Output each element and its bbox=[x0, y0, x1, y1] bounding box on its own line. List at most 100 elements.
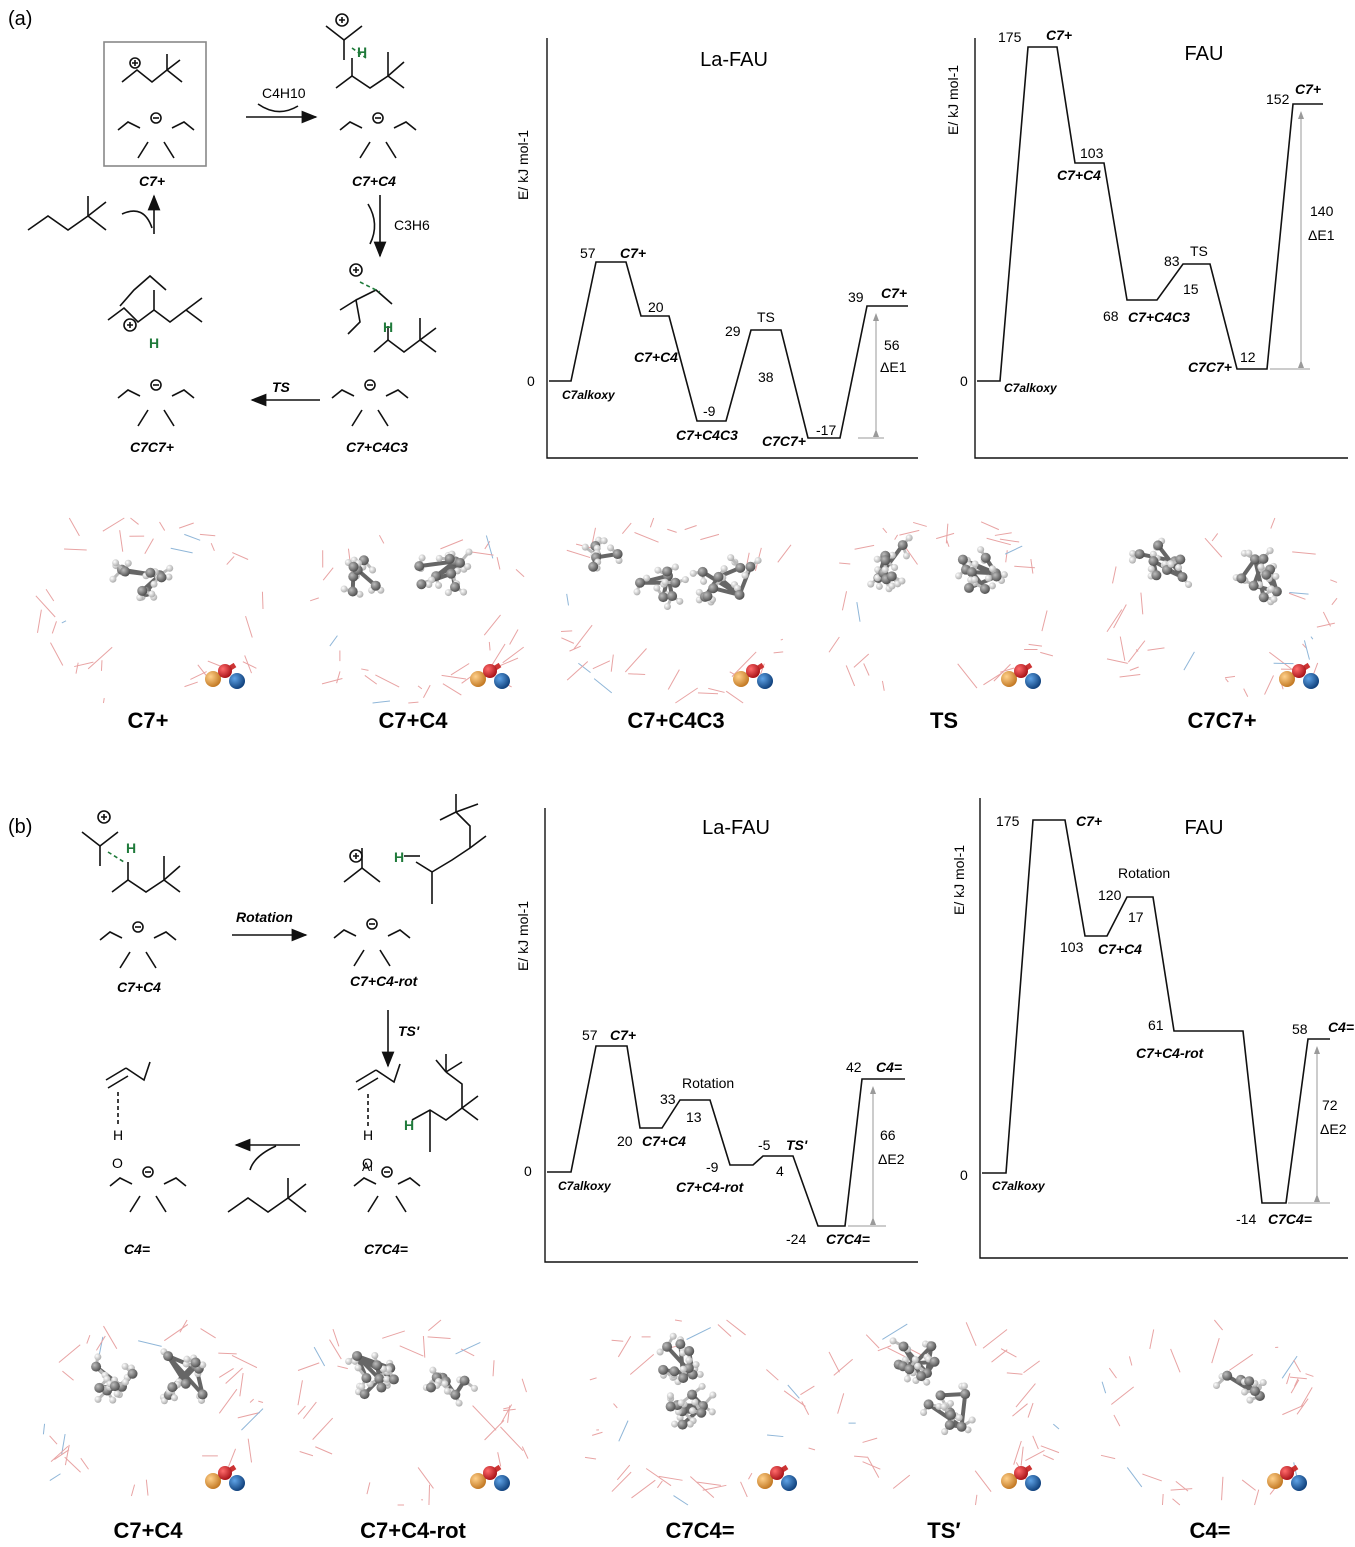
svg-text:H: H bbox=[363, 1127, 373, 1143]
energy-value: 20 bbox=[617, 1133, 633, 1149]
render-caption: C7C4= bbox=[665, 1518, 734, 1543]
energy-value: 83 bbox=[1164, 253, 1180, 269]
state-label: TS' bbox=[786, 1137, 808, 1153]
y-axis-label: E/ kJ mol-1 bbox=[515, 901, 531, 971]
hydrocarbon-cluster bbox=[340, 548, 473, 598]
scheme-b bbox=[81, 794, 487, 1213]
render-caption: C7+C4 bbox=[113, 1518, 183, 1543]
reagent-c4h10: C4H10 bbox=[262, 85, 306, 101]
y-axis-label: E/ kJ mol-1 bbox=[945, 65, 961, 135]
energy-profile bbox=[982, 819, 1330, 1204]
energy-value: 152 bbox=[1266, 91, 1290, 107]
barrier-value: 15 bbox=[1183, 281, 1199, 297]
delta-label: ΔE1 bbox=[880, 359, 907, 375]
state-label: Rotation bbox=[1118, 865, 1170, 881]
energy-value: 175 bbox=[998, 29, 1022, 45]
state-label: C7C7+ bbox=[1188, 359, 1232, 375]
scheme-b-labels: C7+C4 C7+C4-rot C7C4= C4= Rotation TS' bbox=[117, 909, 420, 1257]
hydrocarbon-cluster bbox=[889, 1337, 976, 1436]
render-caption: TS bbox=[930, 708, 958, 733]
active-site bbox=[470, 662, 510, 689]
barrier-value: 13 bbox=[686, 1109, 702, 1125]
energy-value: 33 bbox=[660, 1091, 676, 1107]
render-caption: TS′ bbox=[927, 1518, 960, 1543]
active-site bbox=[1267, 1464, 1307, 1491]
energy-profile bbox=[547, 1045, 905, 1227]
state-label: C7C7+ bbox=[762, 433, 806, 449]
energy-value: -5 bbox=[758, 1137, 771, 1153]
scheme-a-atoms: H H H bbox=[149, 44, 393, 351]
energy-value: 175 bbox=[996, 813, 1020, 829]
energy-diagram-a-fau: E/ kJ mol-1 FAU 0 175 103 68 83 12 152 1… bbox=[945, 27, 1348, 459]
delta-label: ΔE1 bbox=[1308, 227, 1335, 243]
hydrocarbon-cluster bbox=[581, 536, 762, 611]
render-captions-b: C7+C4 C7+C4-rot C7C4= TS′ C4= bbox=[113, 1518, 1230, 1543]
state-label: C7C4= bbox=[826, 1231, 870, 1247]
active-site bbox=[733, 662, 773, 689]
scheme-b-state-1: C7+C4 bbox=[117, 979, 161, 995]
energy-value: 42 bbox=[846, 1059, 862, 1075]
render-tile bbox=[35, 517, 264, 704]
delta-value: 66 bbox=[880, 1127, 896, 1143]
ts-prime-label: TS' bbox=[398, 1023, 420, 1039]
diagram-title: La-FAU bbox=[702, 817, 770, 839]
hydrocarbon-cluster bbox=[867, 534, 1008, 594]
y-axis-label: E/ kJ mol-1 bbox=[515, 130, 531, 200]
state-label: C7+ bbox=[1076, 813, 1102, 829]
hydrocarbon-cluster bbox=[1212, 1370, 1267, 1404]
energy-value: -17 bbox=[816, 422, 836, 438]
scheme-a-state-4: C7C7+ bbox=[130, 439, 174, 455]
delta-label: ΔE2 bbox=[1320, 1121, 1347, 1137]
energy-profile bbox=[977, 46, 1323, 382]
diagram-title: La-FAU bbox=[700, 49, 768, 71]
energy-value: 12 bbox=[1240, 349, 1256, 365]
state-label: C7+ bbox=[1046, 27, 1072, 43]
state-label: C7+ bbox=[620, 245, 646, 261]
scheme-a-state-3: C7+C4C3 bbox=[346, 439, 408, 455]
zeolite-framework bbox=[42, 1319, 264, 1497]
zeolite-framework bbox=[828, 1322, 1060, 1506]
svg-text:H: H bbox=[394, 849, 404, 865]
energy-value: 103 bbox=[1060, 939, 1084, 955]
state-label: Rotation bbox=[682, 1075, 734, 1091]
render-caption: C7+C4-rot bbox=[360, 1518, 466, 1543]
render-captions-a: C7+ C7+C4 C7+C4C3 TS C7C7+ bbox=[128, 708, 1257, 733]
render-tile bbox=[1106, 517, 1338, 697]
ts-label-a: TS bbox=[272, 379, 291, 395]
active-site bbox=[1001, 662, 1041, 689]
delta-value: 140 bbox=[1310, 203, 1334, 219]
energy-value: -9 bbox=[706, 1159, 719, 1175]
energy-value: 103 bbox=[1080, 145, 1104, 161]
zero-tick: 0 bbox=[524, 1163, 532, 1179]
energy-diagram-a-la-fau: E/ kJ mol-1 La-FAU 0 57 20 -9 29 -17 39 … bbox=[515, 38, 918, 459]
energy-value: -9 bbox=[703, 403, 716, 419]
svg-text:O: O bbox=[112, 1155, 123, 1171]
energy-value: -14 bbox=[1236, 1211, 1256, 1227]
render-caption: C4= bbox=[1190, 1518, 1231, 1543]
active-site bbox=[205, 1464, 245, 1491]
active-site bbox=[757, 1464, 797, 1491]
delta-label: ΔE2 bbox=[878, 1151, 905, 1167]
render-tile bbox=[828, 1322, 1060, 1506]
zeolite-framework bbox=[309, 534, 525, 704]
hydrocarbon-cluster bbox=[656, 1332, 717, 1430]
scheme-a-state-1: C7+ bbox=[139, 173, 165, 189]
render-caption: C7C7+ bbox=[1187, 708, 1256, 733]
delta-value: 72 bbox=[1322, 1097, 1338, 1113]
state-label: C7+C4 bbox=[1057, 167, 1101, 183]
svg-text:O: O bbox=[362, 1155, 373, 1171]
svg-text:H: H bbox=[113, 1127, 123, 1143]
scheme-b-state-3: C7C4= bbox=[364, 1241, 408, 1257]
energy-diagram-b-fau: E/ kJ mol-1 FAU 0 175 103 120 61 -14 58 … bbox=[951, 798, 1354, 1259]
barrier-value: 38 bbox=[758, 369, 774, 385]
energy-value: 57 bbox=[580, 245, 596, 261]
rotation-label: Rotation bbox=[236, 909, 293, 925]
zero-tick: 0 bbox=[527, 373, 535, 389]
state-label: C7+C4 bbox=[634, 349, 678, 365]
state-label: C7+C4C3 bbox=[1128, 309, 1190, 325]
svg-text:H: H bbox=[357, 44, 367, 60]
state-label: C7C4= bbox=[1268, 1211, 1312, 1227]
scheme-a-state-2: C7+C4 bbox=[352, 173, 396, 189]
scheme-b-state-4: C4= bbox=[124, 1241, 150, 1257]
svg-text:H: H bbox=[404, 1117, 414, 1133]
